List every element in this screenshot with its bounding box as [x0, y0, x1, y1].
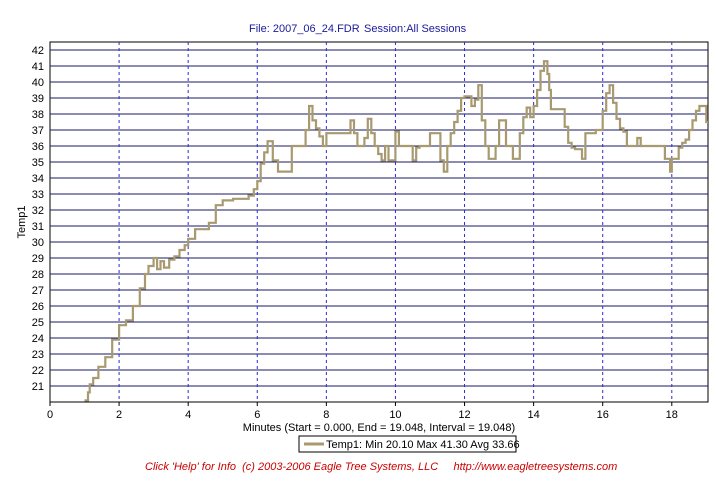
- y-tick-label: 29: [32, 253, 44, 265]
- x-tick-label: 10: [389, 409, 401, 421]
- y-tick-label: 27: [32, 285, 44, 297]
- y-tick-label: 31: [32, 221, 44, 233]
- x-tick-label: 12: [458, 409, 470, 421]
- y-tick-label: 35: [32, 157, 44, 169]
- x-tick-label: 14: [527, 409, 539, 421]
- y-axis-label: Temp1: [16, 205, 28, 238]
- y-tick-label: 34: [32, 173, 44, 185]
- series-layer: [84, 60, 708, 402]
- y-tick-label: 40: [32, 77, 44, 89]
- x-tick-label: 0: [47, 409, 53, 421]
- y-tick-label: 24: [32, 333, 44, 345]
- y-tick-label: 41: [32, 61, 44, 73]
- footer-copyright: Click 'Help' for Info (c) 2003-2006 Eagl…: [145, 461, 617, 473]
- x-tick-label: 8: [323, 409, 329, 421]
- x-tick-label: 4: [185, 409, 191, 421]
- y-tick-label: 21: [32, 381, 44, 393]
- x-tick-label: 2: [116, 409, 122, 421]
- series-line-temp1: [84, 60, 708, 402]
- chart-session-title: Session:All Sessions: [364, 23, 467, 35]
- y-tick-label: 30: [32, 237, 44, 249]
- x-tick-label: 16: [597, 409, 609, 421]
- legend-box: [298, 435, 517, 453]
- grid: [50, 42, 708, 402]
- x-tick-label: 6: [254, 409, 260, 421]
- y-tick-label: 25: [32, 317, 44, 329]
- y-tick-label: 37: [32, 125, 44, 137]
- y-axis-ticks: 21 22 23 24 25 26 27 28 29 30 31 32 33 34 35 36 37 38 39 40…: [32, 45, 44, 393]
- y-tick-label: 26: [32, 301, 44, 313]
- chart-file-title: File: 2007_06_24.FDR: [249, 23, 360, 35]
- y-tick-label: 23: [32, 349, 44, 361]
- legend-label: Temp1: Min 20.10 Max 41.30 Avg 33.66: [326, 439, 520, 451]
- y-tick-label: 39: [32, 93, 44, 105]
- y-tick-label: 22: [32, 365, 44, 377]
- y-tick-label: 28: [32, 269, 44, 281]
- x-axis-label: Minutes (Start = 0.000, End = 19.048, In…: [243, 422, 515, 434]
- legend: Temp1: Min 20.10 Max 41.30 Avg 33.66: [298, 435, 520, 453]
- y-tick-label: 38: [32, 109, 44, 121]
- plot-area: [49, 41, 709, 403]
- x-axis-ticks: 0 2 4 6 8 10 12 14 16 18: [47, 402, 678, 421]
- x-tick-label: 18: [666, 409, 678, 421]
- y-tick-label: 36: [32, 141, 44, 153]
- y-tick-label: 42: [32, 45, 44, 57]
- y-tick-label: 32: [32, 205, 44, 217]
- y-tick-label: 33: [32, 189, 44, 201]
